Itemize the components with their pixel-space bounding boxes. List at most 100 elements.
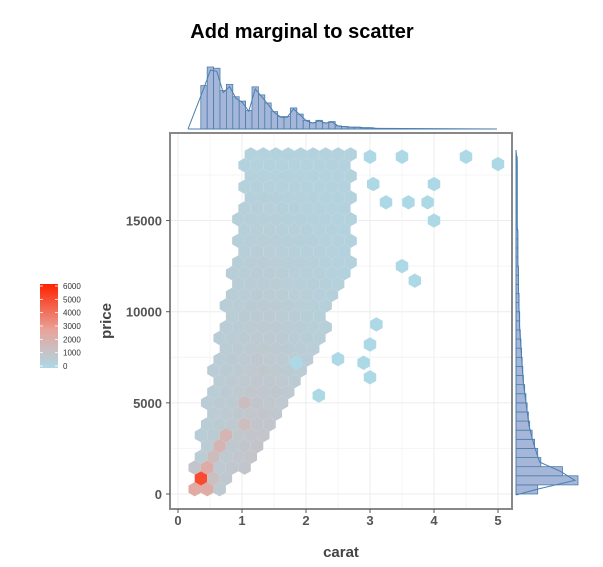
- hex-cell: [282, 190, 295, 205]
- hex-cell: [238, 244, 251, 259]
- hex-cell: [275, 244, 289, 259]
- marginal-x-bar: [232, 96, 240, 130]
- hex-cell: [225, 352, 239, 367]
- hex-cell: [402, 195, 415, 210]
- hex-cell: [257, 212, 270, 227]
- hex-cell: [263, 417, 276, 432]
- hex-cell: [357, 355, 370, 370]
- hex-cell: [207, 449, 220, 464]
- hex-cell: [300, 309, 314, 324]
- hex-cell: [219, 406, 233, 421]
- x-tick-label: 3: [366, 513, 373, 528]
- hex-cell: [313, 179, 326, 194]
- legend-tick-label: 2000: [63, 335, 81, 344]
- hex-cell: [306, 233, 320, 248]
- hex-cell: [207, 471, 220, 486]
- hex-cell: [269, 190, 282, 205]
- x-tick-label: 5: [494, 513, 501, 528]
- hex-cell: [459, 149, 473, 164]
- hex-cell: [238, 374, 251, 389]
- hex-cell: [238, 330, 251, 346]
- color-legend: 6000 5000 4000 3000 2000 1000 0: [40, 282, 81, 371]
- x-axis-title: carat: [323, 544, 359, 561]
- hex-cell: [288, 158, 301, 173]
- hex-cell: [363, 149, 377, 164]
- hex-cell: [288, 374, 301, 389]
- hex-cell: [219, 341, 233, 356]
- hex-cell: [300, 266, 314, 281]
- hex-cell: [313, 266, 326, 281]
- hex-cell: [238, 287, 251, 302]
- marginal-y-histogram: [515, 149, 579, 496]
- hex-cell: [200, 438, 214, 454]
- y-axis-title: price: [98, 303, 115, 339]
- hex-cell: [225, 395, 239, 410]
- hex-cell: [263, 158, 276, 173]
- hex-cell: [282, 384, 295, 400]
- hex-cell: [300, 330, 314, 346]
- hex-cell: [282, 320, 295, 335]
- hex-cell: [294, 212, 307, 227]
- marginal-x-histogram: [187, 66, 498, 130]
- marginal-x-bar: [283, 116, 291, 130]
- hex-cell: [313, 330, 326, 346]
- hex-cell: [194, 449, 208, 464]
- hex-cell: [300, 222, 314, 238]
- marginal-y-density-curve: [515, 149, 577, 496]
- marginal-y-bar: [515, 375, 524, 386]
- hex-cell: [325, 222, 339, 238]
- hex-cell: [269, 363, 282, 378]
- hex-cell: [325, 179, 339, 194]
- hex-cell: [319, 168, 332, 184]
- hex-cell: [313, 309, 326, 324]
- hex-cell: [244, 406, 258, 421]
- hex-cell: [300, 352, 314, 367]
- hex-cell: [427, 213, 441, 228]
- hex-cell: [263, 330, 276, 346]
- marginal-y-bar: [515, 402, 528, 413]
- hex-cell: [338, 201, 351, 216]
- hex-cell: [213, 330, 226, 346]
- hex-cell: [331, 255, 345, 270]
- hex-cell: [294, 190, 307, 205]
- hex-cell: [300, 287, 314, 302]
- x-tick-label: 0: [174, 513, 181, 528]
- hex-cell: [200, 417, 214, 432]
- hex-cell: [275, 330, 289, 346]
- marginal-y-bar: [515, 411, 529, 422]
- hex-cell: [294, 147, 307, 162]
- hex-cell: [325, 266, 339, 281]
- hex-cell: [370, 317, 383, 332]
- hex-cell: [244, 168, 258, 184]
- marginal-x-bar: [321, 122, 330, 130]
- hex-cell: [288, 244, 301, 259]
- legend-tick-label: 3000: [63, 322, 81, 331]
- hex-cell: [250, 438, 264, 454]
- hex-cell: [244, 384, 258, 400]
- hex-cell: [257, 190, 270, 205]
- hex-cell: [282, 147, 295, 162]
- hex-cell: [200, 395, 214, 410]
- hex-cell: [194, 428, 208, 443]
- hex-cell: [250, 330, 264, 346]
- hex-cell: [275, 352, 289, 367]
- marginal-y-bar: [515, 429, 533, 440]
- hex-cell: [232, 255, 245, 270]
- hex-cell: [294, 168, 307, 184]
- hex-cell: [306, 298, 320, 313]
- hex-cell: [263, 395, 276, 410]
- hex-cell: [232, 233, 245, 248]
- hex-cell: [288, 330, 301, 346]
- hex-cell: [269, 168, 282, 184]
- hex-cell: [238, 201, 251, 216]
- hex-cell: [225, 309, 239, 324]
- hex-cell: [313, 158, 326, 173]
- hex-cell: [213, 417, 226, 432]
- marginal-x-bar: [219, 90, 227, 130]
- hex-cell: [269, 147, 282, 162]
- hex-cell: [275, 309, 289, 324]
- hex-cell: [238, 352, 251, 367]
- hex-cell: [300, 158, 314, 173]
- hex-cell: [269, 255, 282, 270]
- hex-cell: [213, 438, 226, 454]
